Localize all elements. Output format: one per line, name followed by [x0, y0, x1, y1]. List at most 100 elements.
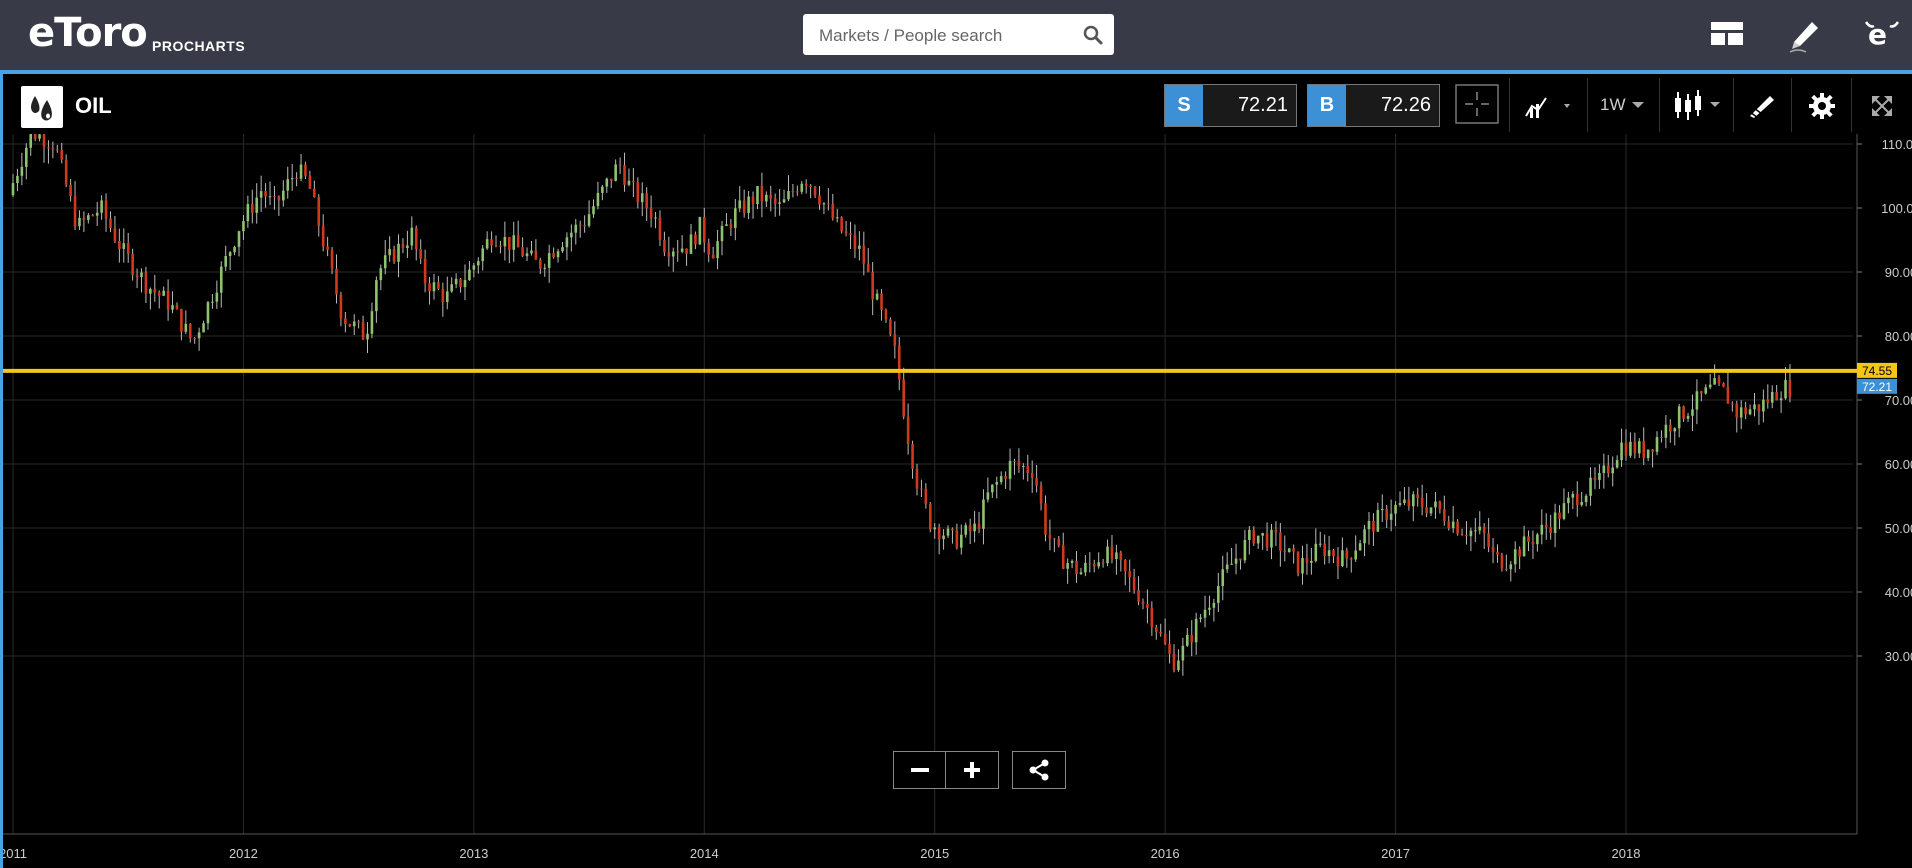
indicators-icon: [1525, 97, 1570, 118]
candle: [1770, 385, 1774, 409]
candle: [844, 221, 848, 237]
candle-body: [587, 214, 591, 226]
candle: [902, 367, 905, 420]
candle-body: [1088, 562, 1092, 564]
candle-body: [973, 523, 976, 532]
candle-body: [1132, 577, 1136, 591]
candle: [1075, 550, 1078, 583]
candle-body: [547, 253, 551, 268]
candle: [1589, 467, 1592, 506]
indicators-button[interactable]: [1509, 78, 1588, 132]
candle-body: [831, 203, 835, 219]
candle: [1310, 548, 1313, 575]
candle: [720, 221, 724, 256]
instrument-name[interactable]: OIL: [75, 93, 112, 118]
candle: [113, 216, 117, 244]
svg-text:e: e: [1868, 18, 1887, 51]
candle: [911, 440, 914, 479]
candle: [1478, 511, 1482, 535]
pencil-icon[interactable]: [1786, 14, 1826, 54]
candle-body: [1775, 392, 1778, 401]
candle-body: [1496, 551, 1499, 555]
gear-icon: [1809, 93, 1835, 119]
candle-body: [711, 254, 715, 259]
candle-body: [20, 166, 24, 176]
candle: [1385, 505, 1389, 528]
candle: [1101, 558, 1105, 568]
candle-body: [1097, 562, 1100, 567]
sell-button[interactable]: S 72.21: [1164, 84, 1297, 127]
candle-body: [1128, 571, 1131, 578]
candle-body: [1256, 535, 1260, 544]
etoro-logo[interactable]: eToro: [28, 10, 148, 56]
candle-body: [1274, 529, 1278, 533]
share-button[interactable]: [1012, 751, 1066, 789]
candle-body: [614, 164, 617, 181]
search-box[interactable]: [803, 14, 1114, 57]
oil-instrument-icon: [21, 86, 63, 128]
candle-body: [1509, 564, 1513, 570]
candle: [1496, 544, 1499, 563]
chart-type-dropdown[interactable]: [1659, 78, 1734, 132]
candle: [663, 231, 666, 257]
candle: [1057, 536, 1061, 548]
candle: [1292, 544, 1295, 564]
candle: [428, 277, 431, 305]
candle: [1505, 554, 1508, 572]
candle: [862, 231, 866, 276]
candle-body: [366, 333, 369, 340]
candle-body: [1376, 510, 1380, 532]
candle: [1141, 598, 1145, 610]
candle-body: [1283, 550, 1287, 553]
candle: [1332, 548, 1335, 564]
layout-icon[interactable]: [1708, 14, 1748, 54]
candle: [640, 182, 644, 217]
candle: [1022, 463, 1025, 480]
candle-body: [1460, 533, 1464, 535]
candle: [1301, 545, 1304, 585]
candle: [410, 216, 414, 250]
candle-body: [1372, 520, 1375, 532]
candle: [818, 185, 821, 210]
timeframe-dropdown[interactable]: 1W: [1587, 78, 1660, 132]
candle: [1655, 431, 1659, 456]
candle: [366, 322, 369, 354]
settings-button[interactable]: [1791, 78, 1852, 132]
candle-body: [1487, 533, 1490, 547]
candle: [951, 527, 954, 544]
drawing-tools-button[interactable]: [1733, 78, 1792, 132]
candle: [1451, 506, 1455, 533]
candle: [1629, 432, 1632, 458]
candle-body: [1146, 603, 1149, 608]
candle-body: [1465, 534, 1468, 537]
candle: [1411, 491, 1415, 522]
etoro-e-icon[interactable]: e: [1862, 14, 1902, 54]
candle-body: [1642, 441, 1646, 459]
candle: [1150, 601, 1154, 636]
candle-body: [1598, 473, 1601, 481]
candle-body: [1788, 379, 1792, 398]
candle: [1203, 595, 1207, 628]
expand-button[interactable]: [1851, 78, 1910, 132]
candle: [1642, 427, 1646, 465]
candle: [1544, 513, 1548, 540]
candle-body: [224, 255, 228, 267]
crosshair-button[interactable]: [1453, 78, 1505, 132]
candle: [765, 191, 768, 207]
candle-body: [1287, 548, 1291, 553]
candle: [1540, 509, 1544, 545]
search-icon[interactable]: [1082, 24, 1104, 46]
price-chart[interactable]: 110.00 100.00 90.00 80.00 70.00 60.00 50.00 40.…: [3, 134, 1912, 868]
buy-button[interactable]: B 72.26: [1307, 84, 1440, 127]
y-tick-label: 80.00: [1885, 329, 1912, 344]
candle: [69, 179, 72, 202]
zoom-in-button[interactable]: [945, 751, 999, 789]
candle-body: [773, 198, 777, 204]
search-input[interactable]: [817, 14, 1071, 57]
candle: [1633, 432, 1637, 459]
candle: [1199, 614, 1202, 623]
x-tick-label: 2011: [3, 846, 27, 861]
candle: [437, 276, 440, 291]
zoom-out-button[interactable]: [893, 751, 947, 789]
candle: [406, 230, 409, 258]
